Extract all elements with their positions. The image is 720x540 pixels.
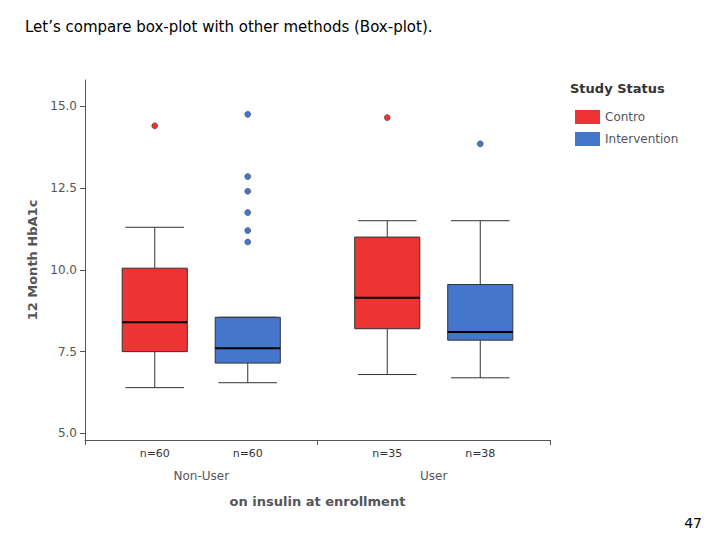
svg-text:7.5: 7.5 [54, 345, 77, 359]
svg-text:Study Status: Study Status [570, 81, 665, 96]
svg-text:Intervention: Intervention [605, 132, 678, 146]
svg-text:User: User [420, 469, 447, 483]
svg-text:on insulin at enrollment: on insulin at enrollment [230, 494, 406, 509]
svg-text:n=60: n=60 [233, 447, 263, 460]
svg-text:15.0: 15.0 [50, 99, 77, 113]
svg-text:Let’s compare box-plot with ot: Let’s compare box-plot with other method… [25, 18, 433, 36]
svg-text:12 Month HbA1c: 12 Month HbA1c [25, 200, 40, 321]
svg-text:Contro: Contro [605, 110, 645, 124]
svg-text:n=38: n=38 [465, 447, 495, 460]
svg-text:12.5: 12.5 [50, 181, 77, 195]
svg-text:n=60: n=60 [140, 447, 170, 460]
svg-text:5.0: 5.0 [54, 426, 77, 440]
svg-text:47: 47 [684, 515, 702, 531]
svg-text:10.0: 10.0 [50, 263, 77, 277]
svg-text:Non-User: Non-User [173, 469, 229, 483]
svg-text:n=35: n=35 [372, 447, 402, 460]
